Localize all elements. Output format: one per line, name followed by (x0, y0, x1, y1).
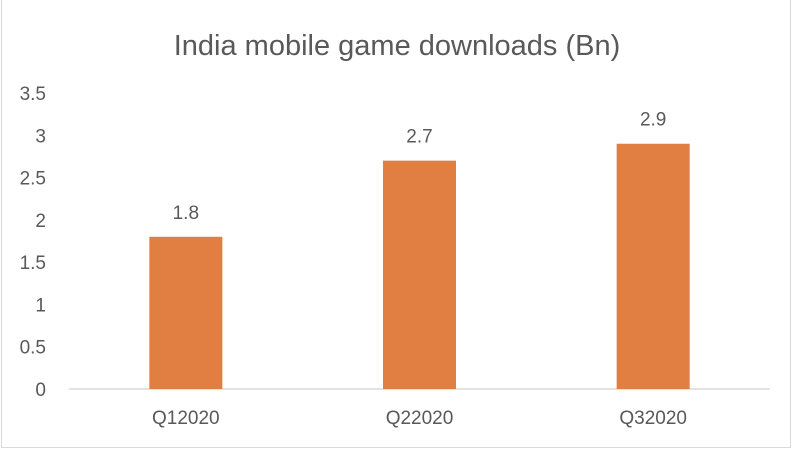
bar-Q12020 (149, 236, 223, 389)
data-label: 1.8 (173, 203, 199, 224)
bars: 1.8 Q12020 2.7 Q22020 2.9 Q32020 (149, 110, 690, 429)
y-tick-label: 0 (35, 380, 46, 401)
bar-Q22020 (383, 160, 456, 389)
x-tick-label: Q22020 (386, 408, 454, 429)
y-tick-label: 2.5 (20, 169, 46, 190)
x-tick-label: Q12020 (152, 408, 220, 429)
chart-title: India mobile game downloads (Bn) (174, 30, 621, 62)
y-axis: 0 0.5 1 1.5 2 2.5 3 3.5 (20, 84, 46, 401)
data-label: 2.9 (640, 110, 666, 131)
y-tick-label: 2 (35, 211, 46, 232)
x-tick-label: Q32020 (619, 408, 687, 429)
y-tick-label: 3 (35, 126, 46, 147)
y-tick-label: 1 (35, 295, 46, 316)
y-tick-label: 1.5 (20, 253, 46, 274)
y-tick-label: 0.5 (20, 338, 46, 359)
bar-Q32020 (616, 143, 690, 389)
y-tick-label: 3.5 (20, 84, 46, 105)
data-label: 2.7 (406, 127, 432, 148)
